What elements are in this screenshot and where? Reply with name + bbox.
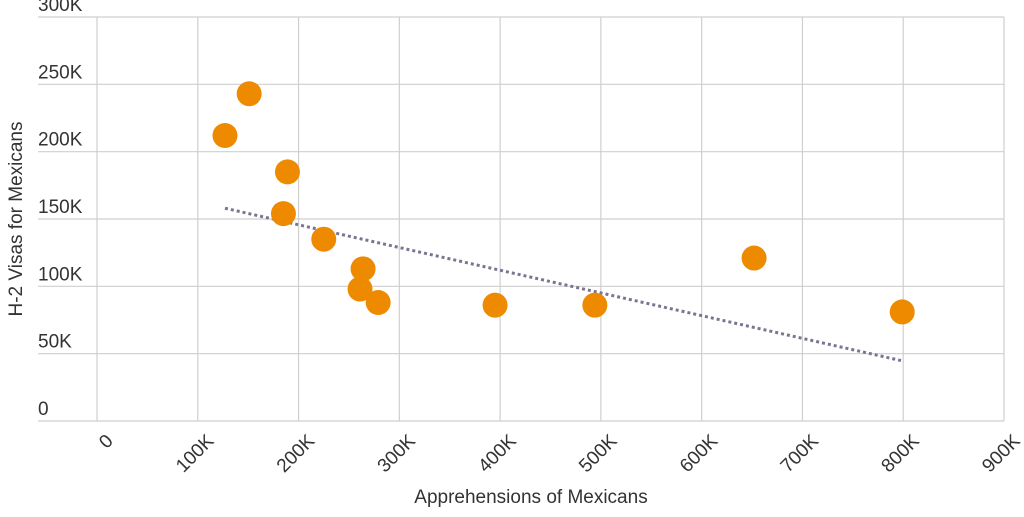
x-axis-ticks: 0 100K 200K 300K 400K 500K 600K 700K 800K 900K: [95, 431, 1024, 477]
data-point: [270, 201, 296, 227]
x-tick-label: 900K: [978, 431, 1024, 477]
trend-line: [224, 206, 904, 363]
x-tick-label: 400K: [474, 431, 520, 477]
data-point: [482, 292, 508, 318]
y-tick-label: 0: [38, 399, 49, 420]
x-tick-label: 700K: [777, 431, 823, 477]
data-point: [274, 159, 300, 185]
x-axis-label: Apprehensions of Mexicans: [414, 487, 647, 508]
y-tick-label: 150K: [38, 197, 83, 218]
x-tick-label: 0: [95, 431, 117, 453]
data-point: [889, 299, 915, 325]
data-point: [347, 276, 373, 302]
x-tick-label: 100K: [172, 431, 218, 477]
data-point: [365, 289, 391, 315]
y-axis-ticks: 0 50K 100K 150K 200K 250K 300K: [38, 0, 83, 420]
y-tick-label: 300K: [38, 0, 83, 16]
data-point: [741, 245, 767, 271]
y-axis-label: H-2 Visas for Mexicans: [6, 122, 27, 317]
data-point: [350, 256, 376, 282]
grid: [38, 16, 1005, 422]
x-tick-label: 500K: [575, 431, 621, 477]
x-tick-label: 600K: [676, 431, 722, 477]
data-point: [212, 123, 238, 149]
data-point: [236, 81, 262, 107]
y-tick-label: 200K: [38, 130, 83, 151]
y-tick-label: 250K: [38, 62, 83, 83]
data-point: [582, 292, 608, 318]
x-tick-label: 300K: [374, 431, 420, 477]
x-tick-label: 200K: [273, 431, 319, 477]
data-points: [212, 81, 915, 325]
x-tick-label: 800K: [878, 431, 924, 477]
y-tick-label: 50K: [38, 332, 72, 353]
y-tick-label: 100K: [38, 264, 83, 285]
data-point: [311, 226, 337, 252]
